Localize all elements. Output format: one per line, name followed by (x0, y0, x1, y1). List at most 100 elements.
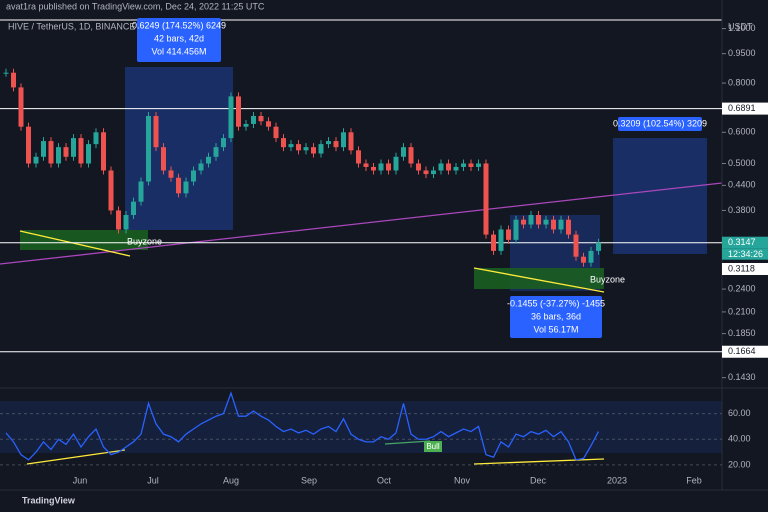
measure-label: 42 bars, 42d (154, 33, 204, 43)
range-box (613, 138, 707, 254)
candle-body (153, 115, 159, 148)
candle-body (431, 170, 436, 175)
x-tick-label: Sep (301, 475, 317, 485)
y-tick-label: 0.3800 (728, 205, 756, 215)
candle-body (341, 132, 346, 148)
measure-label: 0.6249 (174.52%) 6249 (132, 20, 226, 30)
zone (20, 230, 148, 250)
candle-body (228, 96, 234, 139)
rsi-tick-label: 60.00 (728, 408, 751, 418)
candle-body (468, 163, 474, 167)
price-tag (722, 102, 768, 115)
candle-body (476, 163, 481, 167)
trendline (473, 458, 605, 465)
candle-body (303, 147, 309, 151)
countdown: 12:34:26 (728, 249, 763, 259)
candle-body (446, 163, 451, 171)
drawings (0, 0, 768, 491)
y-tick-label: 0.2400 (728, 283, 756, 293)
candle-body (318, 144, 324, 154)
label-box (424, 441, 442, 452)
x-tick-label: Aug (223, 475, 239, 485)
candle-body (213, 147, 219, 157)
zone-label: Buyzone (590, 274, 625, 284)
candle-body (573, 234, 579, 257)
candle-body (378, 163, 384, 171)
zone-label: Buyzone (127, 236, 162, 246)
candle-body (273, 126, 279, 139)
candle-body (41, 141, 46, 157)
y-tick-label: 0.6000 (728, 127, 756, 137)
x-tick-label: Jun (73, 475, 88, 485)
candle-body (101, 132, 106, 171)
y-tick-label: 0.9500 (728, 48, 756, 58)
price-tag-label: 0.6891 (728, 103, 756, 113)
measure-label: Vol 414.456M (151, 46, 206, 56)
rsi-tick-label: 20.00 (728, 459, 751, 469)
candle-body (558, 219, 564, 230)
x-tick-label: Feb (686, 475, 702, 485)
measure-label: 0.3209 (102.54%) 3209 (613, 118, 707, 128)
candle-body (521, 219, 526, 225)
candle-body (536, 215, 541, 225)
price-tag-label: 0.1664 (728, 346, 756, 356)
candle-body (86, 144, 91, 164)
candle-body (191, 170, 196, 182)
trendline (473, 267, 605, 293)
candle-body (71, 138, 76, 157)
candle-body (543, 219, 549, 225)
candle-body (78, 138, 84, 164)
y-tick-label: 0.1850 (728, 328, 756, 338)
candle-body (296, 144, 301, 151)
candle-body (566, 219, 571, 235)
trendline (0, 182, 723, 265)
candle-body (48, 141, 54, 164)
candle-body (236, 96, 241, 127)
price-tag-label: 0.3118 (728, 263, 755, 273)
candle-body (581, 256, 586, 263)
y-tick-label: 1.1000 (728, 23, 756, 33)
candle-body (251, 115, 256, 124)
candle-body (333, 141, 339, 148)
candle-body (176, 177, 181, 194)
candle-body (401, 147, 406, 157)
trendline (384, 440, 431, 445)
publisher: avat1ra published on TradingView.com, De… (6, 1, 265, 11)
candle-body (423, 170, 429, 175)
candle-body (168, 170, 174, 178)
currency: USDT (728, 21, 753, 31)
y-tick-label: 0.1430 (728, 372, 756, 382)
candle-body (11, 72, 16, 88)
candle-body (26, 126, 31, 164)
zone (474, 268, 604, 289)
candle-body (386, 163, 391, 171)
rsi-band (0, 401, 722, 453)
candle-body (183, 181, 189, 194)
candle-body (348, 132, 354, 151)
candle-body (326, 141, 331, 145)
candle-body (596, 242, 601, 251)
price-tag (722, 345, 768, 358)
candle-body (408, 147, 414, 164)
candle-body (281, 138, 286, 148)
candle-body (461, 163, 466, 167)
y-tick-label: 0.4400 (728, 180, 756, 190)
candle-body (18, 87, 24, 127)
price-tag-label: 0.3147 (728, 237, 756, 247)
candle-body (243, 123, 249, 127)
candle-body (123, 215, 129, 230)
candle-body (93, 132, 99, 145)
label-box (510, 296, 602, 338)
y-tick-label: 0.8000 (728, 77, 756, 87)
candle-body (56, 147, 61, 164)
label-box (618, 117, 702, 131)
y-tick-label: 0.5000 (728, 158, 756, 168)
candle-body (438, 163, 444, 171)
candle-body (266, 121, 271, 127)
candle-body (131, 201, 136, 216)
candle-body (491, 234, 496, 251)
trendline (19, 230, 131, 257)
candle-body (116, 210, 121, 230)
candle-body (588, 250, 594, 263)
